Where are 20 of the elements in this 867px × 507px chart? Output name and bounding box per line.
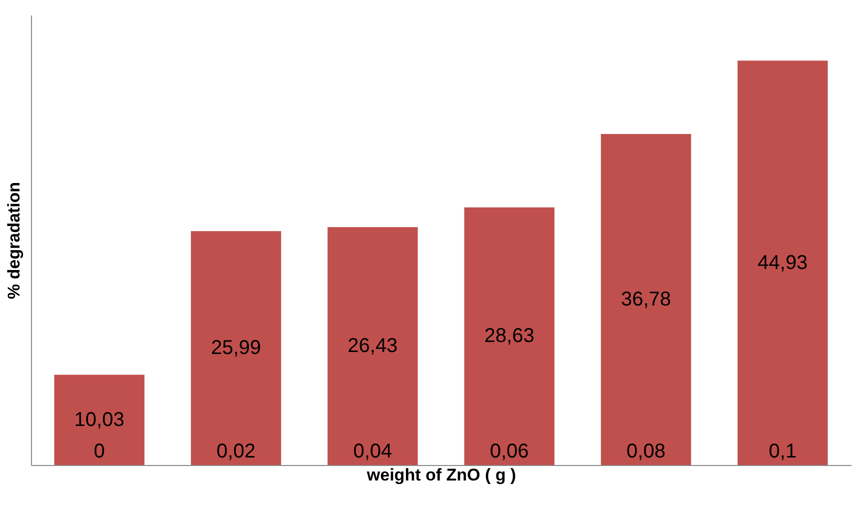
data-label: 26,43 — [348, 335, 398, 358]
data-label: 44,93 — [758, 252, 808, 274]
x-axis-title: weight of ZnO ( g ) — [366, 466, 516, 484]
bar — [190, 231, 282, 465]
x-tick-label: 0,02 — [216, 440, 256, 462]
bar — [328, 227, 418, 465]
data-label: 28,63 — [484, 325, 534, 348]
data-label: 36,78 — [620, 288, 672, 310]
x-tick-label: 0,04 — [353, 440, 392, 462]
x-tick-label: 0 — [94, 440, 105, 462]
bar — [54, 374, 144, 465]
x-tick-label: 0,08 — [626, 440, 666, 462]
data-label: 25,99 — [210, 337, 262, 360]
x-tick-label: 0,1 — [768, 440, 797, 462]
data-label: 10,03 — [74, 408, 124, 431]
bar — [738, 60, 828, 465]
y-axis-title: % degradation — [4, 182, 24, 300]
bar — [464, 207, 554, 465]
x-tick-label: 0,06 — [490, 440, 529, 462]
bar — [600, 134, 692, 465]
